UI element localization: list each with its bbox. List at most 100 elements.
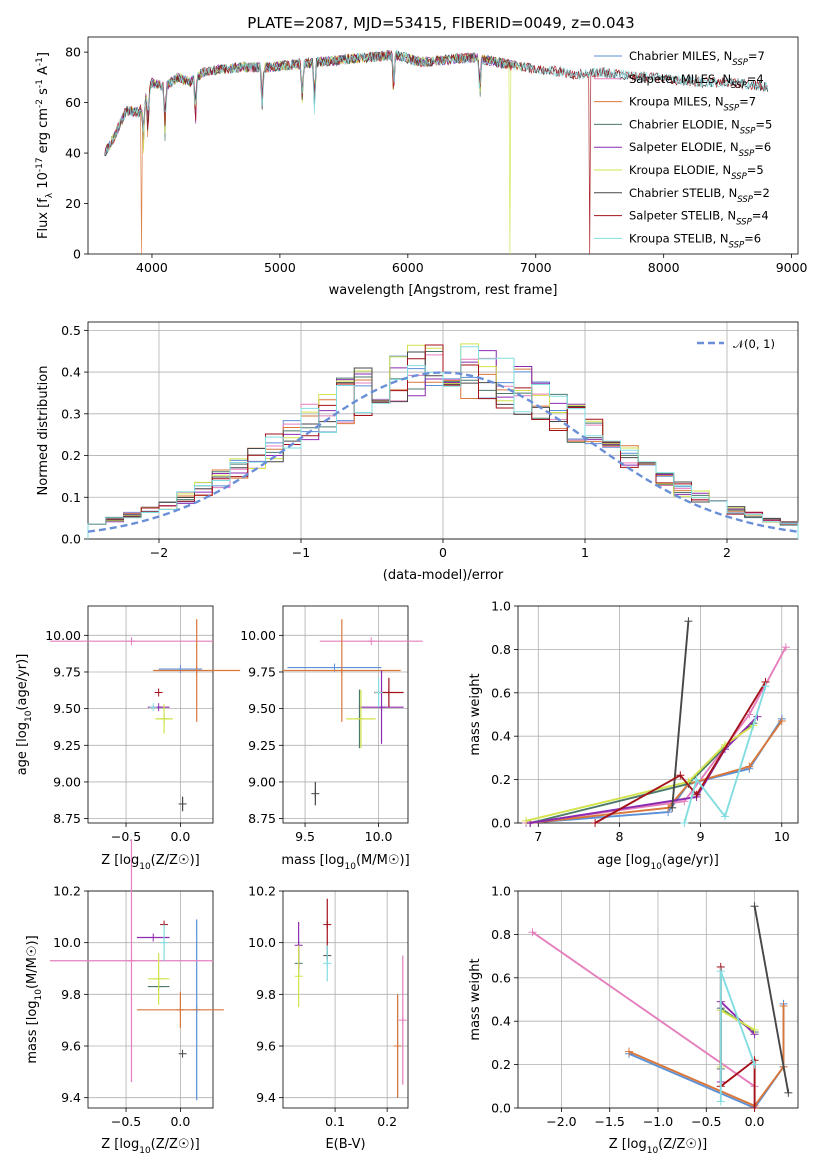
y-tick-label: 1.0 bbox=[491, 884, 511, 899]
label-fragment: (M/M☉)] bbox=[356, 853, 410, 868]
y-tick-label: 8.75 bbox=[248, 811, 276, 826]
y-axis-label: mass [log10(M/M☉)] bbox=[25, 935, 44, 1063]
label-fragment: -2 bbox=[35, 99, 45, 108]
y-tick-label: 0.1 bbox=[61, 490, 81, 505]
legend-subscript: SSP bbox=[724, 104, 740, 114]
x-tick-label: 10.0 bbox=[365, 829, 393, 844]
y-tick-label: 9.4 bbox=[256, 1090, 276, 1105]
histogram-step bbox=[87, 344, 799, 539]
x-tick-label: −0.5 bbox=[691, 1114, 721, 1129]
axes-frame bbox=[87, 890, 214, 1109]
axes-frame bbox=[517, 605, 799, 824]
y-tick-label: 0.5 bbox=[61, 323, 81, 338]
label-fragment: 10 bbox=[647, 1146, 659, 1156]
y-axis-label: mass weight bbox=[468, 673, 483, 755]
figure-title: PLATE=2087, MJD=53415, FIBERID=0049, z=0… bbox=[247, 14, 634, 32]
x-tick-label: 2 bbox=[723, 545, 731, 560]
legend-subscript: SSP bbox=[740, 126, 756, 136]
label-fragment: -17 bbox=[35, 157, 45, 172]
y-tick-label: 0.8 bbox=[491, 927, 511, 942]
label-fragment: ] bbox=[36, 52, 51, 57]
y-tick-label: 20 bbox=[65, 196, 81, 211]
y-tick-label: 40 bbox=[65, 146, 81, 161]
legend-subscript: SSP bbox=[736, 218, 752, 228]
x-tick-label: 1 bbox=[581, 545, 589, 560]
normal-curve bbox=[87, 371, 799, 533]
legend-subscript: SSP bbox=[729, 240, 745, 250]
label-fragment: Z [ bbox=[101, 853, 119, 868]
x-tick-label: 9 bbox=[697, 829, 705, 844]
legend-subscript: SSP bbox=[732, 58, 748, 68]
legend-entry: Chabrier STELIB, NSSP=2 bbox=[629, 186, 770, 205]
label-fragment: log bbox=[119, 1137, 139, 1152]
label-fragment: 10 bbox=[345, 862, 357, 872]
weight-line bbox=[531, 931, 756, 1088]
x-tick-label: 0.0 bbox=[745, 1114, 765, 1129]
mass-vs-ebv-panel: 0.1 0.2 9.4 9.6 9.8 10.0 10.2 E(B-V) bbox=[248, 884, 409, 1152]
legend-entry: 𝒩(0, 1) bbox=[733, 337, 775, 351]
axes-frame bbox=[517, 890, 799, 1109]
y-tick-label: 0.3 bbox=[61, 406, 81, 421]
grid bbox=[518, 890, 798, 1109]
y-tick-label: 80 bbox=[65, 45, 81, 60]
legend-label: Kroupa MILES, N bbox=[629, 95, 724, 109]
y-axis-label: mass weight bbox=[468, 958, 483, 1040]
label-fragment: mass weight bbox=[468, 958, 483, 1040]
weight-line bbox=[525, 646, 787, 824]
label-fragment: E(B-V) bbox=[325, 1137, 365, 1152]
y-tick-label: 0.2 bbox=[61, 448, 81, 463]
label-fragment: (data-model)/error bbox=[383, 568, 504, 583]
x-tick-label: 6000 bbox=[392, 260, 424, 275]
x-axis-label: age [log10(age/yr)] bbox=[597, 853, 719, 872]
legend-entry: Chabrier ELODIE, NSSP=5 bbox=[629, 117, 772, 136]
legend-count: =7 bbox=[748, 49, 765, 63]
spectrum-panel: 4000 5000 6000 7000 8000 9000 0 20 40 60 80 Chabrie… bbox=[35, 36, 808, 298]
y-tick-label: 9.50 bbox=[248, 701, 276, 716]
x-tick-label: 0.0 bbox=[170, 829, 190, 844]
x-tick-label: −1.0 bbox=[643, 1114, 673, 1129]
legend-label: Chabrier MILES, N bbox=[629, 49, 732, 63]
y-tick-label: 9.4 bbox=[61, 1090, 81, 1105]
y-tick-label: 10.00 bbox=[240, 628, 276, 643]
label-fragment: λ bbox=[45, 192, 55, 198]
label-fragment: age [ bbox=[15, 742, 30, 775]
legend-count: =5 bbox=[747, 163, 764, 177]
y-tick-label: 9.25 bbox=[53, 738, 81, 753]
grid bbox=[88, 890, 213, 1108]
axes-frame bbox=[282, 890, 409, 1109]
label-fragment: Flux [f bbox=[36, 198, 51, 239]
weight-line bbox=[719, 967, 756, 1108]
label-fragment: wavelength [Angstrom, rest frame] bbox=[329, 283, 558, 298]
x-axis-label: Z [log10(Z/Z☉)] bbox=[101, 853, 199, 872]
legend-subscript: SSP bbox=[739, 149, 755, 159]
y-axis-label: Normed distribution bbox=[36, 366, 51, 496]
y-tick-label: 0.4 bbox=[491, 1014, 511, 1029]
x-tick-label: −2 bbox=[150, 545, 168, 560]
age-vs-mass-panel: 9.5 10.0 8.75 9.00 9.25 9.50 9.75 10.00 mass [lo… bbox=[240, 605, 423, 872]
label-fragment: log bbox=[25, 1000, 40, 1020]
weight-line bbox=[525, 724, 754, 822]
legend-label: Chabrier STELIB, N bbox=[629, 186, 737, 200]
x-tick-label: 9000 bbox=[776, 260, 808, 275]
y-tick-label: 9.6 bbox=[61, 1039, 81, 1054]
legend-label: Salpeter STELIB, N bbox=[629, 209, 736, 223]
label-fragment: 10 bbox=[139, 1146, 151, 1156]
legend-subscript: SSP bbox=[731, 172, 747, 182]
label-fragment: mass [ bbox=[25, 1020, 40, 1063]
weight-vs-metallicity-panel: −2.0 −1.5 −1.0 −0.5 0.0 0.0 0.2 0.4 0.6 0.8 1.0 Z [… bbox=[468, 884, 799, 1156]
y-axis-label: age [log10(age/yr)] bbox=[15, 654, 34, 776]
x-tick-label: −2.0 bbox=[546, 1114, 576, 1129]
label-fragment: 10 bbox=[24, 710, 34, 722]
axes-frame bbox=[87, 36, 799, 255]
legend-entry: Salpeter ELODIE, NSSP=6 bbox=[629, 140, 771, 159]
weight-line bbox=[628, 1006, 785, 1107]
legend-count: =6 bbox=[744, 231, 761, 245]
y-tick-label: 9.25 bbox=[248, 738, 276, 753]
legend-count: =2 bbox=[753, 186, 770, 200]
legend-count: =4 bbox=[752, 209, 769, 223]
label-fragment: (age/yr)] bbox=[662, 853, 719, 868]
y-tick-label: 10.0 bbox=[248, 935, 276, 950]
y-tick-label: 0.4 bbox=[61, 365, 81, 380]
